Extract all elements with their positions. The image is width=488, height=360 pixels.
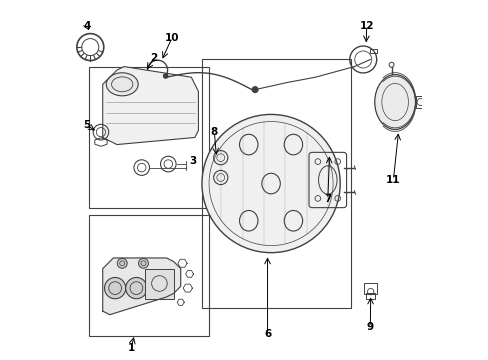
Bar [88,215,209,336]
Text: 4: 4 [83,21,90,31]
Circle shape [252,87,258,93]
Ellipse shape [374,75,415,130]
Bar [202,59,350,307]
Circle shape [163,74,167,78]
Text: 5: 5 [83,120,90,130]
Text: 8: 8 [210,127,218,137]
Circle shape [125,278,147,299]
Text: 10: 10 [164,33,179,43]
Bar [366,293,374,299]
Bar [415,96,425,108]
Text: 6: 6 [264,329,271,339]
Bar [88,67,209,208]
Text: 3: 3 [189,156,196,166]
Bar [145,269,173,299]
Circle shape [104,278,125,299]
Polygon shape [102,67,198,145]
Text: 7: 7 [324,194,331,204]
Circle shape [117,258,127,268]
Text: 9: 9 [366,322,373,332]
Ellipse shape [106,73,138,96]
Text: 11: 11 [386,175,400,185]
Bar [364,283,376,294]
Text: 12: 12 [359,21,373,31]
Circle shape [138,258,148,268]
Text: 1: 1 [127,343,134,354]
Circle shape [202,114,340,253]
Text: 2: 2 [150,53,158,63]
Polygon shape [102,258,181,315]
Bar [369,49,377,53]
